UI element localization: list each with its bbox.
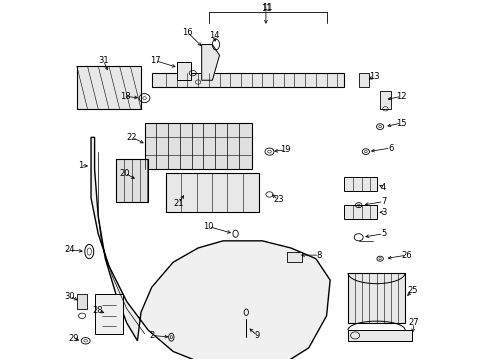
Text: 1: 1 (78, 161, 83, 170)
Text: 10: 10 (203, 222, 214, 231)
Text: 29: 29 (68, 334, 78, 343)
Text: 25: 25 (406, 286, 417, 295)
Text: 2: 2 (149, 331, 154, 340)
Text: 16: 16 (182, 28, 192, 37)
Polygon shape (151, 73, 344, 87)
Polygon shape (287, 252, 301, 262)
Text: 27: 27 (408, 319, 419, 328)
Polygon shape (347, 273, 404, 323)
Polygon shape (77, 294, 87, 309)
Polygon shape (347, 330, 411, 341)
Text: 24: 24 (64, 245, 75, 254)
Text: 5: 5 (380, 229, 386, 238)
Text: 9: 9 (254, 331, 259, 340)
Text: 22: 22 (126, 133, 137, 142)
Polygon shape (116, 159, 148, 202)
Text: 20: 20 (120, 168, 130, 177)
Text: 7: 7 (380, 197, 386, 206)
Text: 31: 31 (98, 56, 109, 65)
Text: 18: 18 (120, 92, 130, 101)
Polygon shape (358, 73, 368, 87)
Polygon shape (94, 294, 123, 334)
Text: 13: 13 (369, 72, 379, 81)
Text: 14: 14 (208, 31, 219, 40)
Polygon shape (176, 62, 191, 80)
Polygon shape (201, 45, 219, 80)
Text: 23: 23 (272, 195, 283, 204)
Text: 17: 17 (150, 56, 160, 65)
Text: 4: 4 (380, 183, 386, 192)
Polygon shape (77, 66, 141, 109)
Text: 12: 12 (395, 92, 406, 101)
Text: 15: 15 (395, 118, 406, 127)
Text: 30: 30 (64, 292, 75, 301)
Polygon shape (91, 138, 329, 360)
Text: 21: 21 (173, 199, 183, 208)
Polygon shape (144, 123, 251, 170)
Text: 26: 26 (401, 251, 411, 260)
Text: 28: 28 (93, 306, 103, 315)
Text: 6: 6 (387, 144, 393, 153)
Text: 3: 3 (380, 208, 386, 217)
Text: 8: 8 (316, 251, 322, 260)
Text: 11: 11 (262, 3, 272, 12)
Polygon shape (344, 205, 376, 220)
Polygon shape (379, 91, 390, 109)
Polygon shape (344, 177, 376, 191)
Text: 19: 19 (280, 145, 290, 154)
Text: 11: 11 (260, 4, 271, 13)
Polygon shape (165, 173, 258, 212)
